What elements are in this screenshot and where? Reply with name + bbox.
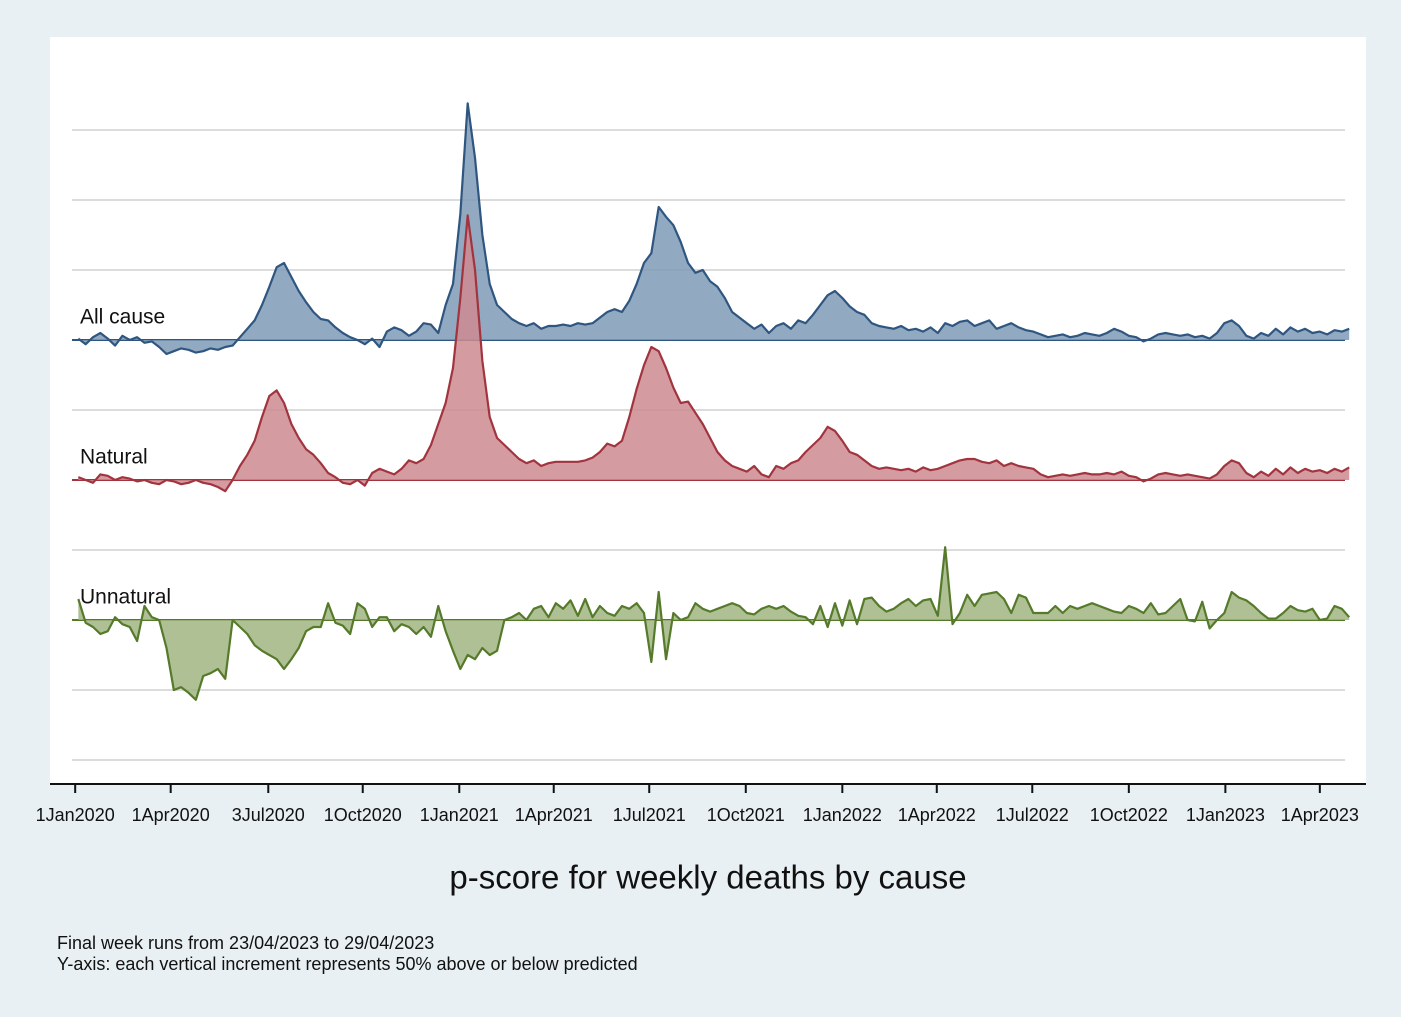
note: Y-axis: each vertical increment represen… [57, 954, 638, 974]
x-tick-label: 1Oct2021 [707, 805, 785, 825]
areas: All cause Natural Unnatural [72, 102, 1351, 701]
x-tick-label: 1Apr2023 [1281, 805, 1359, 825]
chart-title: p-score for weekly deaths by cause [449, 859, 966, 896]
x-tick-label: 3Jul2020 [232, 805, 305, 825]
x-tick-label: 1Oct2020 [324, 805, 402, 825]
line [77, 214, 1350, 493]
x-tick-label: 1Jul2021 [613, 805, 686, 825]
line [77, 546, 1351, 701]
series-label: Unnatural [80, 586, 171, 609]
x-tick-label: 1Jan2023 [1186, 805, 1265, 825]
x-tick-label: 1Jan2021 [420, 805, 499, 825]
x-tick-label: 1Apr2020 [132, 805, 210, 825]
x-tick-label: 1Jan2020 [36, 805, 115, 825]
x-axis: 1Jan2020 1Apr2020 3Jul2020 1Oct2020 1Jan2021… [36, 783, 1366, 825]
x-tick-label: 1Oct2022 [1090, 805, 1168, 825]
area [78, 103, 1350, 355]
line [77, 102, 1350, 356]
series-label: Natural [80, 446, 148, 469]
x-tick-label: 1Jul2022 [996, 805, 1069, 825]
series-label: All cause [80, 306, 165, 329]
x-tick-label: 1Apr2021 [515, 805, 593, 825]
x-tick-label: 1Jan2022 [803, 805, 882, 825]
x-tick-label: 1Apr2022 [898, 805, 976, 825]
note: Final week runs from 23/04/2023 to 29/04… [57, 933, 434, 953]
